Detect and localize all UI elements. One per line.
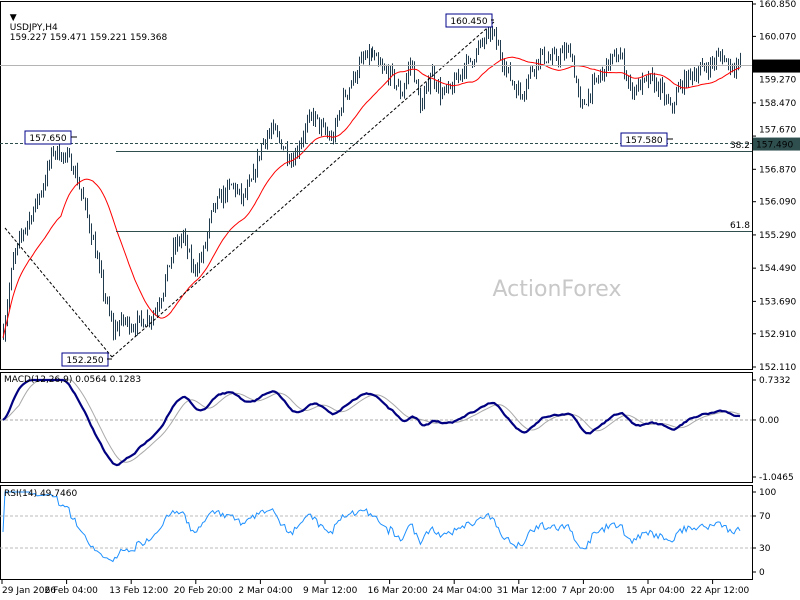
label-high-157650: 157.650 [29, 134, 66, 144]
y-tick-label: 153.690 [759, 297, 796, 307]
watermark: ActionForex [493, 277, 622, 302]
ohlc-readout: 159.227 159.471 159.221 159.368 [9, 33, 168, 43]
macd-main-line [2, 378, 741, 467]
x-tick-label: 16 Mar 20:00 [368, 586, 428, 596]
fib-618-label: 61.8 [730, 221, 750, 231]
rsi-y-tick-label: 30 [759, 544, 771, 554]
label-high-160450: 160.450 [450, 17, 487, 27]
y-tick-label: 156.870 [759, 165, 796, 175]
support-level-label: 157.490 [756, 141, 793, 151]
y-tick-label: 160.070 [759, 32, 796, 42]
y-tick-label: 154.490 [759, 264, 796, 274]
macd-panel-frame [0, 372, 753, 483]
trendline-dashed-2 [111, 21, 495, 358]
x-tick-label: 22 Apr 12:00 [691, 586, 750, 596]
x-tick-label: 31 Mar 12:00 [497, 586, 557, 596]
x-tick-label: 24 Mar 04:00 [432, 586, 492, 596]
symbol-label: USDJPY,H4 [9, 23, 58, 33]
macd-y-tick-label: -1.0465 [759, 473, 794, 483]
chart-header: ▼ USDJPY,H4 159.227 159.471 159.221 159.… [4, 3, 167, 43]
x-tick-label: 15 Apr 04:00 [626, 586, 685, 596]
x-tick-label: 29 Jan 2026 [2, 586, 56, 596]
rsi-y-tick-label: 100 [759, 488, 776, 498]
triangle-down-icon[interactable]: ▼ [9, 13, 17, 23]
main-panel-frame [0, 1, 753, 370]
macd-y-tick-label: 0.00 [759, 416, 779, 426]
rsi-line [2, 491, 741, 563]
current-price-label: 159.368 [756, 63, 793, 73]
y-tick-label: 159.270 [759, 76, 796, 86]
current-price-box [753, 59, 800, 73]
x-tick-label: 9 Mar 12:00 [303, 586, 358, 596]
macd-y-tick-label: 0.7332 [759, 376, 791, 386]
rsi-y-tick-label: 70 [759, 512, 771, 522]
y-tick-label: 155.290 [759, 231, 796, 241]
macd-title: MACD(12,26,9) 0.0564 0.1283 [4, 375, 142, 385]
x-tick-label: 6 Feb 04:00 [45, 586, 99, 596]
moving-average-line [2, 56, 741, 338]
y-tick-label: 152.110 [759, 363, 796, 373]
rsi-panel-frame [0, 485, 753, 580]
y-tick-label: 152.910 [759, 330, 796, 340]
y-tick-label: 158.470 [759, 99, 796, 109]
label-low-157580: 157.580 [625, 136, 662, 146]
rsi-y-tick-label: 0 [759, 568, 765, 578]
y-tick-label: 157.670 [759, 126, 796, 136]
y-tick-label: 156.090 [759, 198, 796, 208]
support-level-box [753, 137, 800, 151]
x-tick-label: 7 Apr 20:00 [561, 586, 614, 596]
fib-382-label: 38.2 [730, 141, 750, 151]
x-tick-label: 2 Mar 04:00 [238, 586, 293, 596]
label-low-152250: 152.250 [66, 356, 103, 366]
rsi-title: RSI(14) 49.7460 [4, 489, 78, 499]
price-bars [3, 20, 741, 342]
x-tick-label: 13 Feb 12:00 [109, 586, 168, 596]
x-tick-label: 20 Feb 20:00 [174, 586, 233, 596]
trendline-dashed-1 [4, 227, 113, 358]
y-tick-label: 160.850 [759, 0, 796, 10]
